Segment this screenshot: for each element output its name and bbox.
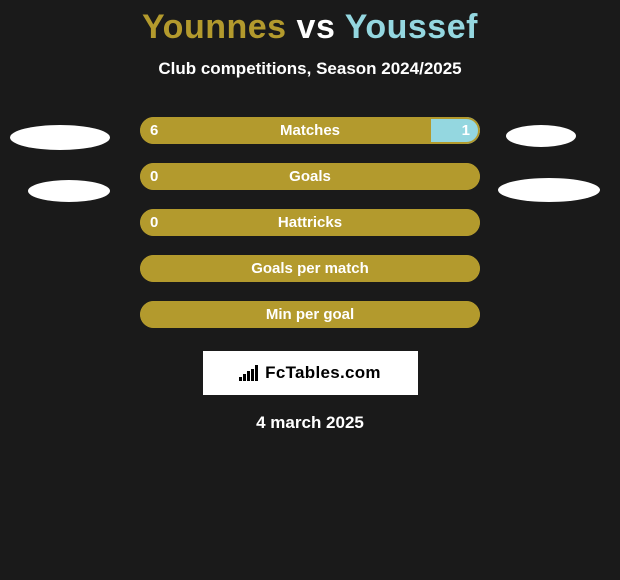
decorative-ellipse bbox=[10, 125, 110, 150]
bar-border bbox=[140, 255, 480, 282]
title-vs: vs bbox=[297, 8, 336, 46]
bar-border bbox=[140, 301, 480, 328]
bar-border bbox=[140, 117, 480, 144]
decorative-ellipse bbox=[28, 180, 110, 202]
bar-row: Hattricks0 bbox=[0, 199, 620, 245]
decorative-ellipse bbox=[498, 178, 600, 202]
bar: Goals per match bbox=[140, 255, 480, 282]
logo-box: FcTables.com bbox=[203, 351, 418, 395]
bar-chart-icon bbox=[239, 363, 261, 383]
bar-row: Min per goal bbox=[0, 291, 620, 337]
bar-border bbox=[140, 163, 480, 190]
content-root: Younnes vs Youssef Club competitions, Se… bbox=[0, 0, 620, 580]
bar: Hattricks0 bbox=[140, 209, 480, 236]
decorative-ellipse bbox=[506, 125, 576, 147]
bar: Goals0 bbox=[140, 163, 480, 190]
bar: Matches61 bbox=[140, 117, 480, 144]
bar-border bbox=[140, 209, 480, 236]
page-title: Younnes vs Youssef bbox=[0, 0, 620, 47]
subtitle: Club competitions, Season 2024/2025 bbox=[0, 59, 620, 79]
logo: FcTables.com bbox=[239, 363, 381, 383]
title-player2: Youssef bbox=[345, 8, 478, 46]
date-label: 4 march 2025 bbox=[0, 413, 620, 433]
logo-text: FcTables.com bbox=[265, 363, 381, 383]
bar-row: Goals per match bbox=[0, 245, 620, 291]
title-player1: Younnes bbox=[142, 8, 287, 46]
bar: Min per goal bbox=[140, 301, 480, 328]
